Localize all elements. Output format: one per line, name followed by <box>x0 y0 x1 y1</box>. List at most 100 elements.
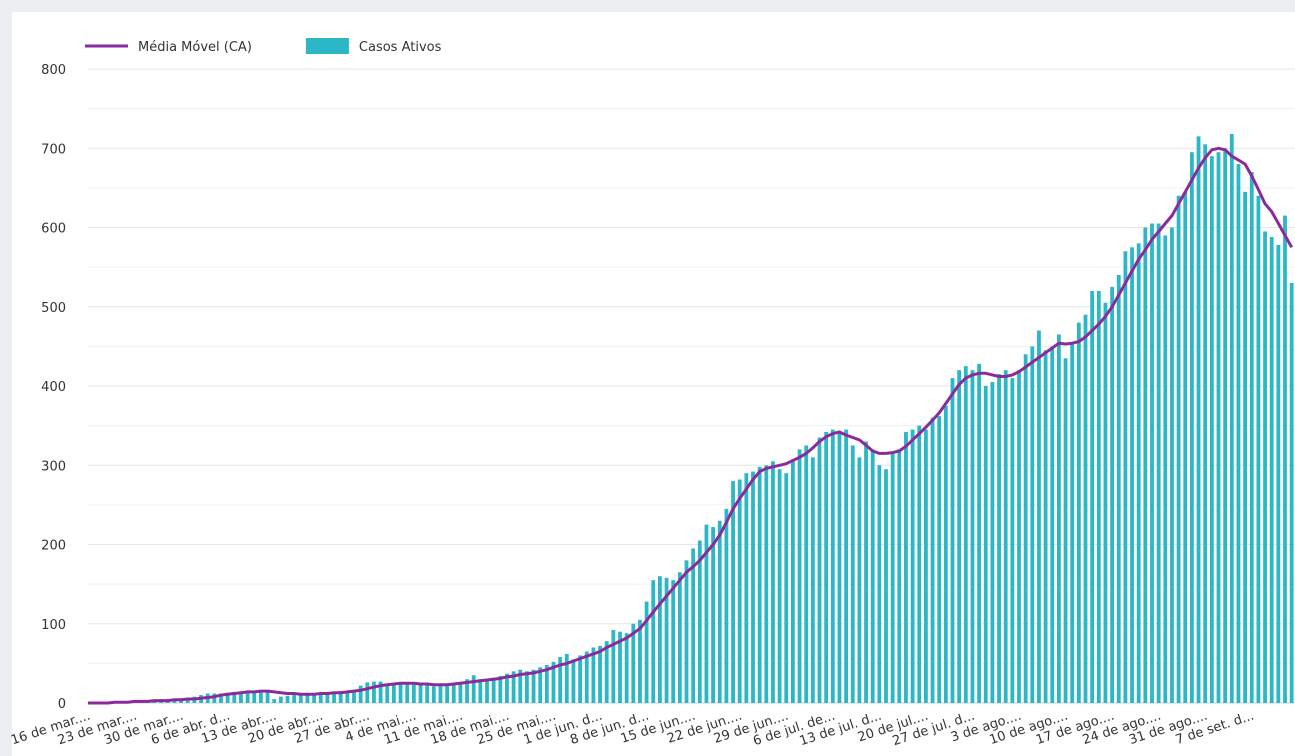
bar <box>644 601 649 703</box>
bar <box>1103 302 1108 703</box>
bar <box>1116 275 1121 703</box>
bar <box>531 669 536 703</box>
y-tick-label: 800 <box>41 63 66 78</box>
bar <box>1216 152 1221 703</box>
bar <box>1263 231 1267 703</box>
bar <box>1196 136 1201 704</box>
bar <box>870 449 875 703</box>
moving-average-line <box>88 146 1294 705</box>
bar <box>737 479 742 703</box>
bar <box>757 466 762 703</box>
bar <box>1229 133 1234 704</box>
bar <box>990 382 995 703</box>
bar <box>1150 223 1154 703</box>
bar <box>797 449 802 703</box>
bar <box>172 699 177 703</box>
bar <box>724 508 729 703</box>
bar <box>511 671 516 703</box>
bar <box>1143 227 1148 703</box>
bar <box>830 429 835 703</box>
bar <box>910 429 915 703</box>
bar <box>930 417 935 703</box>
bar <box>445 684 449 703</box>
bar <box>804 445 809 703</box>
bar <box>352 690 356 703</box>
bar <box>777 469 782 703</box>
bar <box>943 405 948 703</box>
bar <box>418 684 423 703</box>
bar <box>312 693 316 703</box>
bar <box>465 679 469 703</box>
y-tick-label: 300 <box>41 459 66 474</box>
legend-swatch <box>305 38 349 54</box>
bar <box>1256 195 1261 704</box>
y-tick-label: 700 <box>41 142 66 157</box>
bar <box>671 580 676 703</box>
bar <box>584 651 589 703</box>
bar <box>325 692 330 703</box>
legend-label: Média Móvel (CA) <box>138 40 252 55</box>
bar <box>1130 247 1134 703</box>
bar <box>558 657 563 703</box>
bar <box>239 691 243 703</box>
bar <box>1010 378 1015 703</box>
bar <box>957 370 962 703</box>
bar <box>385 685 390 703</box>
bar <box>983 386 988 703</box>
bar <box>924 429 928 703</box>
bar <box>791 461 795 703</box>
bar <box>591 647 596 703</box>
bar <box>525 671 529 703</box>
bar <box>1050 346 1055 703</box>
bar <box>1123 251 1128 703</box>
bar <box>518 669 523 703</box>
bar <box>471 675 476 703</box>
bar <box>378 681 383 703</box>
bar <box>904 431 908 703</box>
bar <box>505 673 509 703</box>
bar <box>405 682 410 703</box>
bar <box>225 692 230 703</box>
bar <box>890 453 895 703</box>
bar <box>810 457 815 703</box>
bar <box>551 661 556 703</box>
bar <box>1176 195 1181 704</box>
bar <box>538 667 543 703</box>
bar <box>598 645 602 703</box>
bar <box>970 370 975 703</box>
bar <box>544 664 549 703</box>
bar <box>997 374 1001 703</box>
bar <box>1063 358 1068 703</box>
bar <box>897 449 902 703</box>
bar <box>784 473 789 703</box>
bar <box>1156 223 1161 703</box>
bar <box>611 630 616 703</box>
bar <box>358 685 363 703</box>
bar <box>571 659 576 703</box>
bar <box>638 619 642 703</box>
y-tick-label: 100 <box>41 618 66 633</box>
bar <box>365 682 370 703</box>
legend-label: Casos Ativos <box>359 40 442 55</box>
bar <box>1096 290 1101 703</box>
bar <box>1190 152 1194 703</box>
bar <box>345 691 350 703</box>
bar <box>697 540 702 703</box>
bar <box>977 363 981 703</box>
bar <box>937 416 942 703</box>
bar <box>1203 144 1208 704</box>
bar <box>1209 156 1214 704</box>
bar <box>338 691 343 703</box>
bar <box>1043 350 1048 703</box>
bar <box>1249 172 1254 703</box>
y-tick-label: 400 <box>41 380 66 395</box>
bar <box>1003 370 1008 703</box>
bar <box>491 677 496 703</box>
bar <box>1057 334 1061 703</box>
bar <box>1037 330 1041 703</box>
bar <box>1269 237 1274 703</box>
bar <box>411 683 416 703</box>
bar <box>1023 354 1028 703</box>
bar <box>604 641 609 703</box>
